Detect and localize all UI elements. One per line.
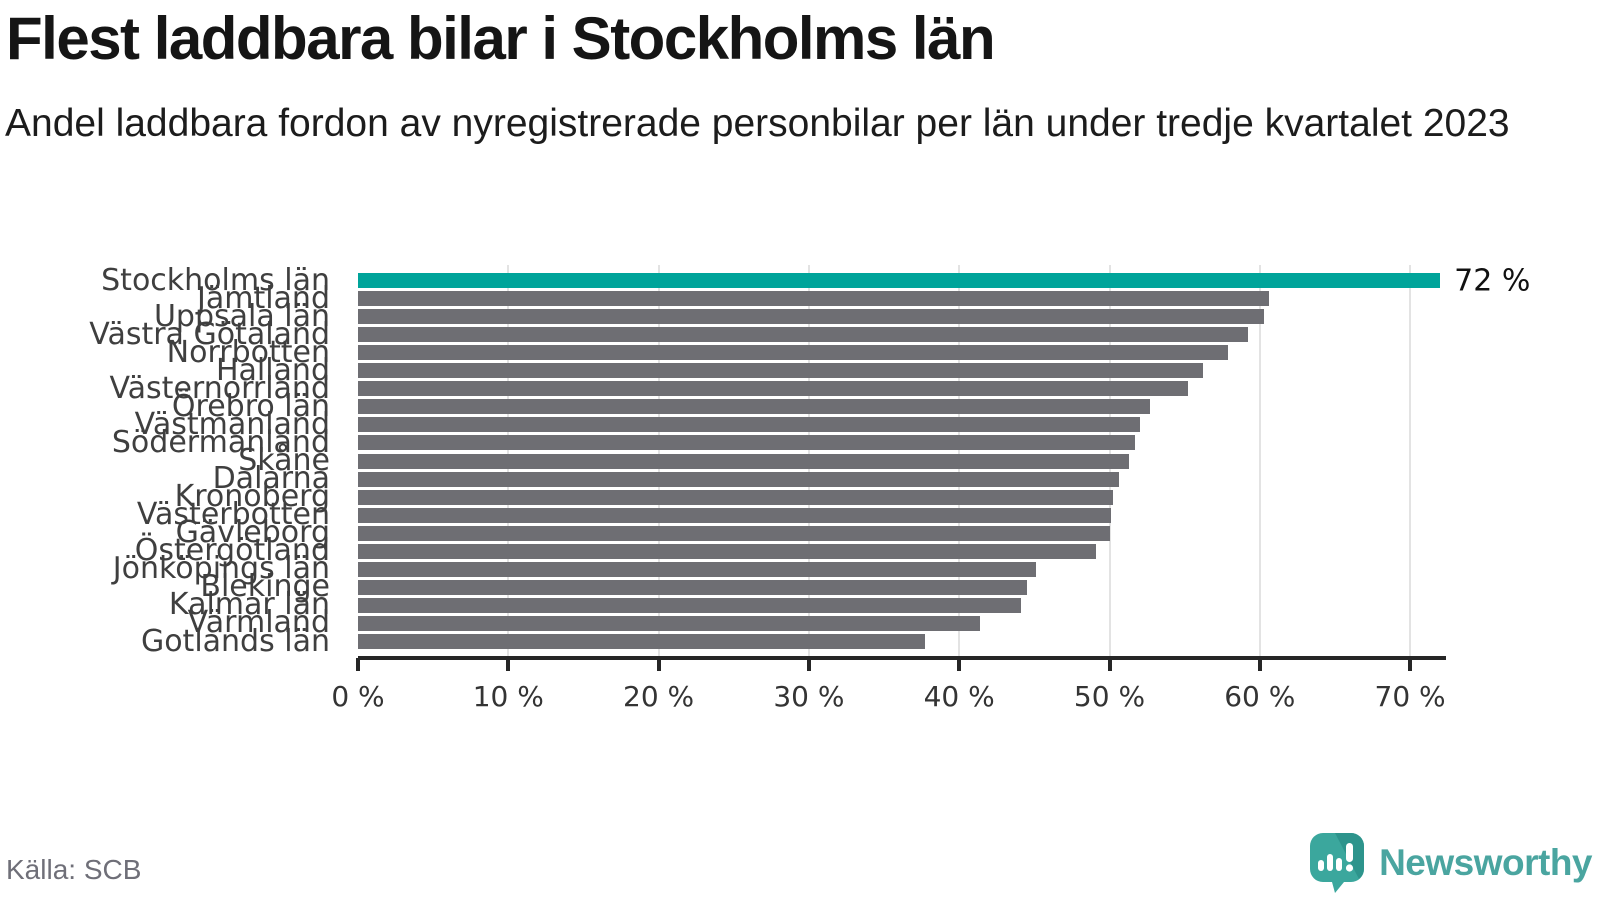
x-axis-tick: [506, 658, 511, 671]
bar: [358, 471, 1119, 487]
bar: [358, 309, 1265, 325]
category-label: Södermanland: [111, 424, 330, 460]
category-label: Jämtland: [197, 280, 330, 316]
highlight-bar: [358, 273, 1441, 288]
category-label: Västra Götaland: [89, 316, 330, 352]
x-axis-tick-label: 0 %: [331, 680, 385, 713]
value-label: 72 %: [1454, 263, 1531, 298]
category-label: Halland: [215, 352, 330, 388]
category-label: Västmanland: [134, 406, 330, 442]
chart-subtitle: Andel laddbara fordon av nyregistrerade …: [5, 102, 1510, 145]
category-label: Uppsala län: [153, 298, 330, 334]
bar: [358, 561, 1036, 577]
x-axis-tick: [356, 658, 360, 671]
x-axis-tick-label: 60 %: [1224, 680, 1296, 713]
category-label: Västernorrland: [109, 370, 330, 406]
category-label: Värmland: [187, 605, 330, 641]
x-axis-tick-label: 40 %: [923, 680, 995, 713]
category-label: Jönköpings län: [112, 551, 330, 587]
x-axis-tick: [1257, 658, 1262, 671]
category-label: Kalmar län: [168, 587, 330, 623]
x-axis-tick: [957, 658, 962, 671]
category-label: Norrbotten: [166, 334, 330, 370]
bar: [358, 489, 1113, 505]
bar: [358, 507, 1111, 523]
category-label: Blekinge: [200, 569, 330, 605]
category-label: Östergötland: [134, 533, 330, 569]
x-axis-tick-label: 20 %: [623, 680, 695, 713]
bar: [358, 597, 1021, 613]
category-label: Örebro län: [171, 388, 330, 424]
x-axis-tick-label: 50 %: [1073, 680, 1146, 713]
bar: [358, 525, 1110, 541]
bar: [358, 363, 1203, 379]
bar: [358, 345, 1229, 361]
x-axis-line: [358, 656, 1447, 660]
bar: [358, 634, 925, 649]
x-axis-tick: [1408, 658, 1413, 671]
bar: [358, 417, 1140, 433]
category-label: Gävleborg: [175, 515, 330, 551]
newsworthy-logo: Newsworthy: [1309, 832, 1592, 894]
source-note: Källa: SCB: [6, 854, 142, 885]
bar: [358, 453, 1130, 469]
bar: [358, 543, 1096, 559]
x-axis-tick-label: 10 %: [472, 680, 544, 713]
category-label: Stockholms län: [101, 262, 330, 298]
category-label: Dalarna: [212, 461, 330, 497]
category-label: Gotlands län: [140, 623, 330, 659]
category-label: Kronoberg: [174, 479, 330, 515]
chart-title: Flest laddbara bilar i Stockholms län: [6, 5, 996, 72]
bar: [358, 291, 1269, 307]
bar: [358, 327, 1248, 343]
newsworthy-logo-icon: [1309, 832, 1365, 894]
bar: [358, 399, 1151, 415]
x-axis-tick-label: 30 %: [773, 680, 845, 713]
bar: [358, 615, 981, 631]
category-label: Västerbotten: [136, 497, 330, 533]
bar: [358, 381, 1188, 397]
bar: [358, 579, 1027, 595]
x-axis-tick-label: 70 %: [1374, 680, 1446, 713]
x-axis-tick: [656, 658, 661, 671]
category-label: Skåne: [238, 443, 330, 478]
bar: [358, 435, 1136, 451]
x-axis-tick: [1107, 658, 1112, 671]
x-axis-tick: [806, 658, 811, 671]
gridline: [1258, 265, 1261, 656]
newsworthy-wordmark: Newsworthy: [1379, 842, 1592, 883]
gridline: [1409, 265, 1412, 656]
